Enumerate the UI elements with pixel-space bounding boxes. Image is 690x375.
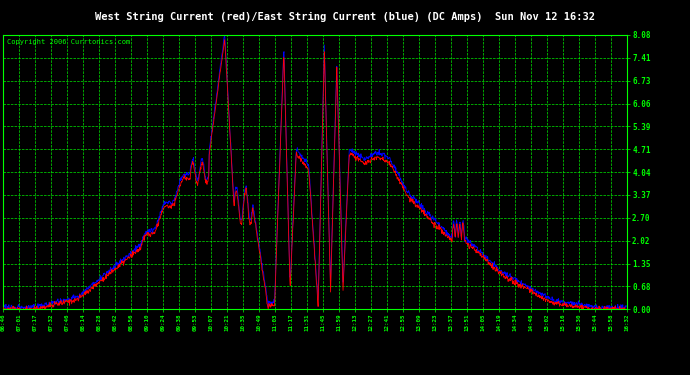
Text: West String Current (red)/East String Current (blue) (DC Amps)  Sun Nov 12 16:32: West String Current (red)/East String Cu… xyxy=(95,12,595,21)
Text: Copyright 2006 Currtonics.com: Copyright 2006 Currtonics.com xyxy=(7,39,130,45)
